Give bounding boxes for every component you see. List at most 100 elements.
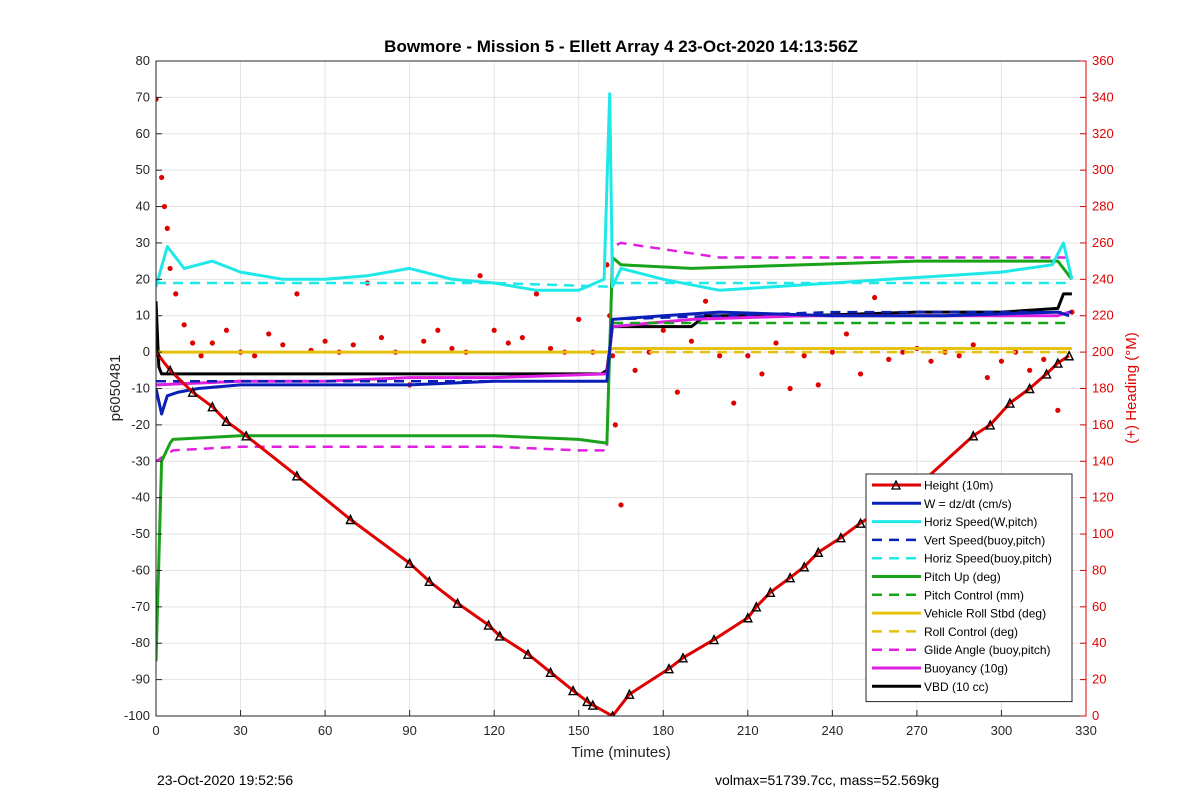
- heading-point: [660, 327, 666, 333]
- heading-point: [156, 96, 159, 102]
- height-marker: [985, 419, 996, 430]
- legend-label: Vehicle Roll Stbd (deg): [924, 607, 1046, 621]
- heading-point: [970, 342, 976, 348]
- y-right-tick-label: 140: [1092, 453, 1114, 468]
- heading-point: [435, 327, 441, 333]
- heading-point: [688, 338, 695, 344]
- y-axis-label-right: (+) Heading (°M): [1123, 332, 1140, 443]
- height-marker: [677, 652, 689, 663]
- height-marker: [587, 699, 598, 710]
- axes: 0 30 60 90 120 150 180 210 240 270 300 330807060504…: [124, 53, 1114, 738]
- heading-point: [491, 327, 497, 333]
- heading-point: [421, 338, 427, 344]
- y-tick-label: -80: [131, 635, 150, 650]
- height-marker: [765, 586, 776, 597]
- height-marker: [751, 601, 762, 612]
- y-right-tick-label: 100: [1092, 526, 1114, 541]
- height-marker: [582, 695, 593, 707]
- heading-point: [280, 342, 286, 348]
- heading-point: [576, 316, 582, 322]
- y-right-tick-label: 280: [1092, 199, 1114, 214]
- series-line-pitch-up-deg: [156, 256, 1074, 662]
- heading-point: [609, 353, 616, 359]
- heading-point: [547, 345, 554, 352]
- heading-point: [350, 342, 356, 348]
- series-line-horiz-speed-w-pitch: [156, 92, 1074, 292]
- series-line-w-dz-dt-cm-s: [156, 310, 1070, 416]
- heading-point: [1069, 309, 1075, 315]
- y-tick-label: -70: [131, 599, 150, 614]
- heading-point: [519, 334, 525, 341]
- y-right-tick-label: 180: [1092, 381, 1114, 396]
- heading-point: [477, 273, 483, 279]
- legend-label: Buoyancy (10g): [924, 662, 1008, 676]
- y-tick-label: 50: [136, 162, 150, 177]
- height-marker: [404, 557, 415, 568]
- heading-point: [252, 353, 258, 359]
- heading-point: [674, 389, 680, 395]
- heading-point: [801, 353, 807, 359]
- y-tick-label: 10: [136, 308, 150, 323]
- height-marker: [968, 430, 979, 441]
- y-tick-label: 60: [136, 126, 150, 141]
- y-tick-label: -60: [131, 562, 150, 577]
- height-marker: [424, 575, 435, 587]
- height-marker: [855, 517, 866, 528]
- y-right-tick-label: 80: [1092, 562, 1106, 577]
- y-right-tick-label: 0: [1092, 708, 1099, 723]
- heading-point: [173, 291, 179, 297]
- heading-point: [632, 367, 638, 373]
- y-right-tick-label: 320: [1092, 126, 1114, 141]
- heading-point: [159, 174, 165, 181]
- legend-marker: [890, 479, 902, 490]
- height-marker: [784, 572, 796, 583]
- height-marker: [494, 630, 505, 641]
- heading-point: [1041, 356, 1047, 362]
- height-marker: [345, 513, 356, 525]
- height-marker: [164, 364, 176, 376]
- legend-box: [865, 473, 1073, 703]
- height-marker: [624, 688, 635, 699]
- heading-point: [731, 400, 737, 406]
- heading-point: [843, 331, 850, 337]
- x-tick-label: 270: [906, 723, 928, 738]
- legend-label: Horiz Speed(buoy,pitch): [924, 552, 1052, 566]
- y-right-tick-label: 200: [1092, 344, 1114, 359]
- height-marker: [221, 415, 232, 426]
- series-line-glide-angle-buoy-pitch: [156, 241, 1072, 463]
- x-tick-label: 30: [233, 723, 247, 738]
- heading-point: [378, 334, 385, 341]
- footer-summary: volmax=51739.7cc, mass=52.569kg: [715, 772, 940, 788]
- heading-point: [449, 345, 455, 352]
- x-tick-label: 180: [652, 723, 674, 738]
- x-tick-label: 0: [152, 723, 159, 738]
- heading-point: [886, 356, 892, 362]
- y-tick-label: 30: [136, 235, 150, 250]
- series-line-height-10m: [156, 351, 1070, 716]
- legend: Height (10m) W = dz/dt (cm/s) Horiz Speed(…: [865, 473, 1073, 703]
- legend-label: Vert Speed(buoy,pitch): [924, 533, 1045, 547]
- heading-point: [928, 358, 934, 364]
- legend-label: Glide Angle (buoy,pitch): [924, 643, 1051, 657]
- x-tick-label: 240: [822, 723, 844, 738]
- height-marker: [522, 648, 534, 659]
- heading-point: [998, 358, 1005, 364]
- height-marker: [835, 532, 846, 543]
- heading-point: [787, 385, 793, 392]
- x-tick-label: 120: [483, 723, 505, 738]
- heading-point: [956, 353, 962, 359]
- y-right-tick-label: 240: [1092, 271, 1114, 286]
- height-marker: [708, 634, 720, 645]
- x-tick-label: 150: [568, 723, 590, 738]
- chart-title: Bowmore - Mission 5 - Ellett Array 4 23-…: [384, 37, 858, 56]
- height-marker: [1063, 350, 1075, 361]
- heading-point: [266, 331, 272, 337]
- y-axis-label-left: p6050481: [107, 355, 124, 422]
- legend-label: VBD (10 cc): [924, 680, 989, 694]
- height-marker: [1004, 397, 1016, 408]
- heading-point: [612, 422, 618, 428]
- height-marker: [291, 470, 303, 481]
- y-tick-label: -90: [131, 672, 150, 687]
- x-tick-label: 90: [402, 723, 416, 738]
- height-marker: [1041, 368, 1052, 379]
